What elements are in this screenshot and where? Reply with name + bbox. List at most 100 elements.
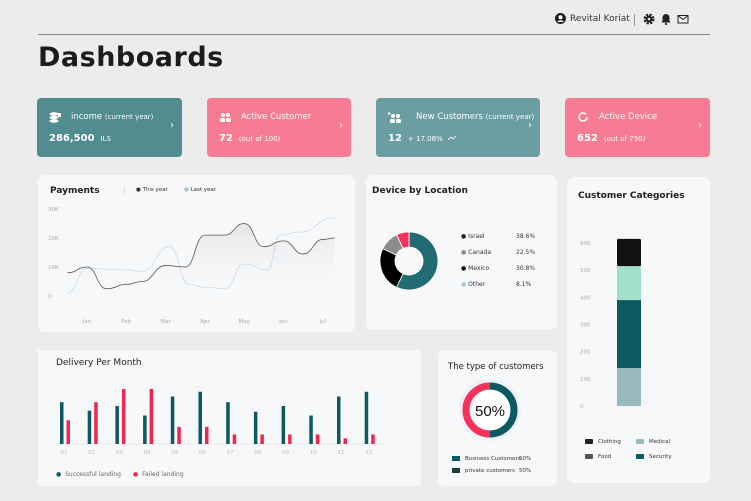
- donut-hole: [470, 390, 510, 430]
- legend-this-year: ● This year: [136, 187, 168, 193]
- legend-item: Clothing: [585, 439, 621, 445]
- y-tick-label: 200: [580, 350, 591, 356]
- customer-type-panel: The type of customers 50% Business Custo…: [438, 350, 557, 486]
- stat-card-4[interactable]: Active Device 652 (out of 750) ›: [565, 98, 710, 157]
- bar-successful: [253, 411, 258, 444]
- customer-categories-panel: Customer Categories 0 100 200 300 400 500 600 …: [567, 177, 710, 483]
- x-tick-label: 10: [310, 450, 317, 456]
- user-avatar-icon: [555, 13, 566, 24]
- card-title: Active Device: [599, 112, 658, 122]
- bar-failed: [371, 434, 375, 444]
- bar-successful: [281, 406, 286, 444]
- card-title: income (current year): [71, 112, 154, 122]
- stack-segment: [617, 367, 641, 406]
- bar-failed: [121, 388, 126, 444]
- x-tick-label: 11: [338, 450, 345, 456]
- card-value: 72 (out of 100): [219, 133, 281, 144]
- legend-item: ● Canada: [461, 249, 492, 256]
- legend-item: ● Other: [461, 281, 486, 288]
- this-year-area: [67, 223, 335, 296]
- donut-slice: [396, 231, 410, 249]
- y-tick-label: 600: [580, 241, 591, 247]
- x-tick-label: Apr: [200, 319, 210, 325]
- bar-successful: [198, 391, 202, 444]
- stack-segment: [617, 238, 641, 267]
- delivery-title: Delivery Per Month: [56, 358, 142, 368]
- center-percent: 50%: [475, 403, 505, 420]
- card-title: New Customers (current year): [416, 112, 535, 122]
- x-tick-label: 06: [199, 450, 206, 456]
- bar-failed: [315, 434, 320, 444]
- legend-last-year: ● Last year: [184, 187, 217, 193]
- legend-failed: ● Failed landing: [133, 471, 184, 478]
- card-value: 286,500 ILS: [49, 133, 111, 144]
- x-tick-label: 07: [227, 450, 234, 456]
- x-tick-label: Jul: [318, 319, 326, 325]
- legend-item: ● Mexico: [461, 265, 490, 272]
- mail-icon[interactable]: [677, 13, 689, 25]
- y-tick-label: 400: [580, 295, 591, 301]
- y-tick-label: 10K: [48, 265, 59, 271]
- payments-panel: Payments ● This year ● Last year 0 10K 20K…: [38, 175, 355, 332]
- x-tick-label: 09: [282, 450, 289, 456]
- legend-item: Medical: [636, 439, 670, 445]
- bar-failed: [288, 434, 292, 444]
- x-tick-label: May: [239, 319, 251, 325]
- donut-slice: [396, 231, 439, 291]
- device-donut-chart: [379, 231, 439, 291]
- x-tick-label: 01: [61, 450, 68, 456]
- y-tick-label: 300: [580, 323, 591, 329]
- bar-failed: [66, 420, 70, 444]
- legend-item: private customers: [452, 468, 515, 474]
- last-year-line: [67, 217, 335, 294]
- stack-segment: [617, 266, 641, 301]
- user-menu[interactable]: Revital Koriat: [555, 13, 630, 24]
- payments-title: Payments: [50, 186, 100, 196]
- users-icon: [220, 113, 231, 122]
- stack-segment: [617, 300, 641, 368]
- delivery-bar-chart: 01 02 03 04 05 06 07 08 09 10 11 12: [58, 386, 383, 456]
- bar-successful: [60, 402, 64, 444]
- chevron-right-icon: ›: [698, 120, 702, 131]
- stat-card-1[interactable]: income (current year) 286,500 ILS ›: [37, 98, 182, 157]
- customer-type-title: The type of customers: [448, 362, 544, 372]
- x-tick-label: 04: [144, 450, 151, 456]
- header-divider: [38, 34, 710, 35]
- slice-business: [489, 382, 518, 438]
- coins-icon: [49, 112, 61, 123]
- legend-item: Business Customers: [452, 456, 521, 462]
- legend-value: 38.6%: [516, 233, 536, 240]
- this-year-line: [67, 223, 335, 290]
- y-tick-label: 0: [580, 404, 584, 410]
- slice-private: [462, 382, 491, 438]
- y-tick-label: 0: [48, 294, 52, 300]
- divider: [124, 186, 125, 195]
- x-tick-label: 12: [365, 450, 372, 456]
- stat-card-2[interactable]: Active Customer 72 (out of 100) ›: [207, 98, 351, 157]
- legend-value: 22.5%: [516, 249, 536, 256]
- bar-successful: [115, 406, 119, 444]
- x-tick-label: Feb: [121, 319, 131, 325]
- trend-up-icon: [447, 135, 456, 141]
- y-tick-label: 30K: [48, 207, 59, 213]
- divider: [634, 14, 635, 26]
- x-tick-label: Mar: [160, 319, 171, 325]
- y-tick-label: 500: [580, 268, 591, 274]
- x-tick-label: 08: [254, 450, 261, 456]
- add-users-icon: [388, 112, 401, 123]
- stat-card-3[interactable]: New Customers (current year) 12 + 17.06% …: [376, 98, 540, 157]
- donut-slice: [379, 248, 404, 288]
- x-tick-label: 05: [171, 450, 178, 456]
- customer-categories-stacked-bar: 0 100 200 300 400 500 600: [580, 238, 641, 410]
- bar-failed: [149, 388, 154, 444]
- customer-categories-title: Customer Categories: [578, 191, 685, 201]
- bell-icon[interactable]: [660, 13, 672, 25]
- card-value: 652 (out of 750): [577, 133, 646, 144]
- bar-failed: [343, 438, 347, 444]
- gear-icon[interactable]: [643, 13, 655, 25]
- bar-successful: [364, 391, 369, 444]
- chevron-right-icon: ›: [528, 120, 532, 131]
- legend-item: Security: [636, 454, 672, 460]
- legend-value: 8.1%: [516, 281, 532, 288]
- bar-failed: [205, 426, 209, 444]
